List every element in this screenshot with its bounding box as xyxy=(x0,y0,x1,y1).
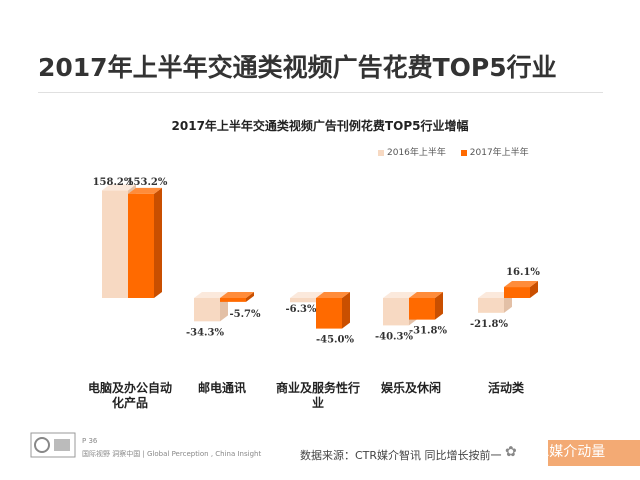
wechat-icon: ✿ xyxy=(505,444,517,460)
value-label-2016-3: -40.3% xyxy=(375,331,414,342)
bar-2017-1 xyxy=(220,292,254,302)
legend-item-2017: 2017年上半年 xyxy=(460,145,529,158)
legend-item-2016: 2016年上半年 xyxy=(378,145,446,158)
value-label-2016-4: -21.8% xyxy=(470,319,509,330)
watermark-text: CTR媒介动量 xyxy=(521,444,606,460)
value-label-2016-0: 158.2% xyxy=(93,177,134,188)
data-source: 数据来源：CTR媒介智讯 同比增长按前一 xyxy=(300,449,502,462)
value-label-2016-1: -34.3% xyxy=(186,327,225,338)
category-label-2: 商业及服务性行业 xyxy=(276,380,360,410)
watermark: ✿ CTR媒介动量 xyxy=(505,441,605,465)
bar-2017-0 xyxy=(128,187,162,298)
category-label-4: 活动类 xyxy=(488,380,525,395)
bar-2016-1 xyxy=(194,292,228,322)
bar-2017-4 xyxy=(504,281,538,298)
bar-chart: 158.2%153.2% 电脑及办公自动化产品 -34.3% -5.7% 邮电通讯 -6.… xyxy=(88,177,540,410)
value-label-2017-0: 153.2% xyxy=(127,177,168,188)
page-number: P 36 xyxy=(82,437,98,445)
legend-label-2016: 2016年上半年 xyxy=(387,148,446,158)
bar-2017-3 xyxy=(409,292,443,320)
bar-2017-2 xyxy=(316,292,350,329)
footer-tagline: 国际视野 洞察中国 | Global Perception , China In… xyxy=(82,450,262,458)
category-label-0: 电脑及办公自动化产品 xyxy=(88,380,172,410)
ctr-logo-icon xyxy=(30,432,76,458)
page-title: 2017年上半年交通类视频广告花费TOP5行业 xyxy=(38,53,557,82)
chart-legend: 2016年上半年 2017年上半年 xyxy=(378,145,541,158)
category-label-3: 娱乐及休闲 xyxy=(381,380,441,395)
title-divider xyxy=(38,92,603,93)
legend-swatch-2016 xyxy=(378,149,384,156)
legend-label-2017: 2017年上半年 xyxy=(469,148,529,158)
value-label-2017-3: -31.8% xyxy=(409,326,448,337)
value-label-2017-4: 16.1% xyxy=(506,267,540,278)
value-label-2016-2: -6.3% xyxy=(285,304,317,315)
category-label-1: 邮电通讯 xyxy=(198,380,246,395)
value-label-2017-2: -45.0% xyxy=(316,335,355,346)
value-label-2017-1: -5.7% xyxy=(229,309,261,320)
watermark-background xyxy=(548,440,640,466)
chart-title: 2017年上半年交通类视频广告刊例花费TOP5行业增幅 xyxy=(171,119,469,133)
legend-swatch-2017 xyxy=(460,149,467,156)
